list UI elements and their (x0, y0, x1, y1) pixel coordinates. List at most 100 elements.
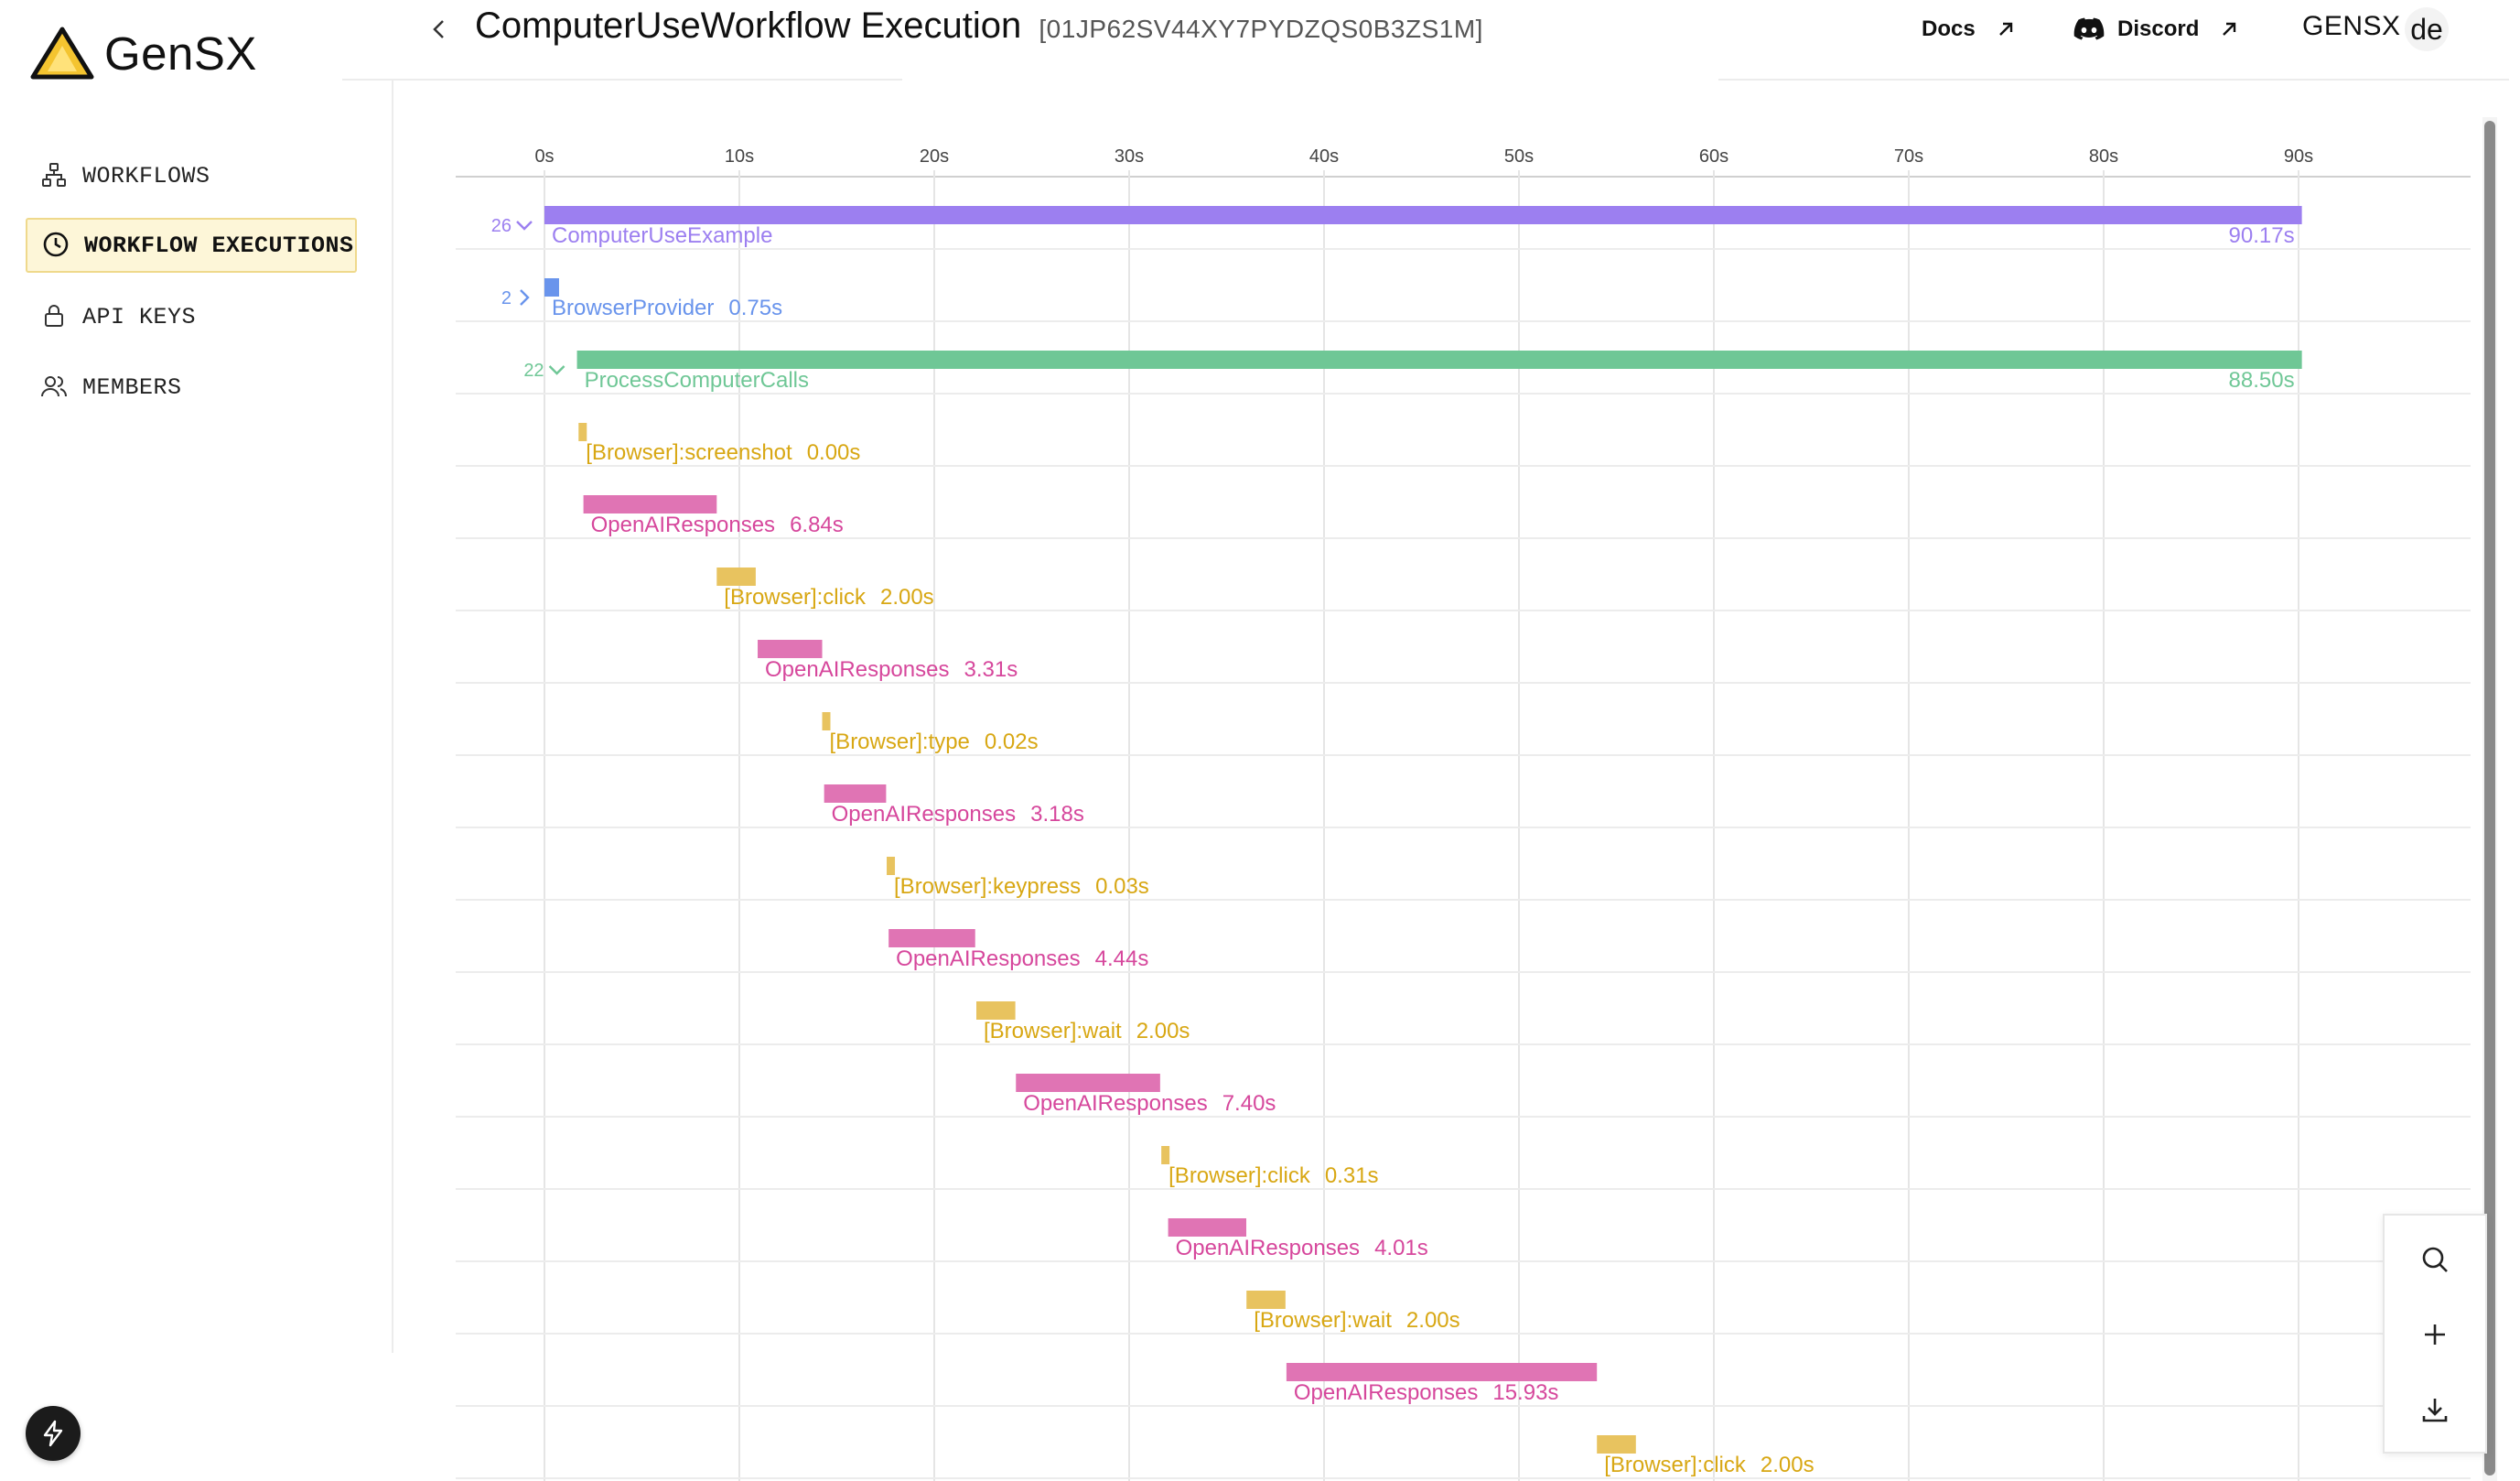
sidebar-item-label: MEMBERS (82, 373, 182, 401)
span-name: OpenAIResponses (591, 513, 775, 537)
span-duration: 0.31s (1325, 1163, 1379, 1188)
zoom-controls (2383, 1214, 2487, 1454)
span-bar[interactable] (824, 784, 887, 803)
span-name: BrowserProvider (552, 296, 714, 320)
page-title: ComputerUseWorkflow Execution [01JP62SV4… (475, 5, 1483, 47)
execution-id: [01JP62SV44XY7PYDZQS0B3ZS1M] (1039, 15, 1483, 43)
span-duration: 6.84s (790, 513, 844, 537)
app-logo[interactable]: GenSX (29, 24, 257, 82)
avatar[interactable]: de (2405, 7, 2449, 51)
span-duration: 88.50s (2229, 368, 2295, 393)
span-name: OpenAIResponses (832, 802, 1016, 827)
docs-link[interactable]: Docs (1922, 13, 2016, 46)
chevron-down-icon[interactable] (516, 221, 533, 231)
discord-link[interactable]: Discord (2073, 13, 2239, 46)
span-duration: 4.01s (1374, 1236, 1428, 1260)
span-bar[interactable] (888, 929, 975, 947)
sidebar-item-members[interactable]: MEMBERS (26, 360, 357, 415)
span-duration: 0.00s (807, 440, 861, 465)
plus-icon (2425, 1324, 2445, 1345)
x-tick-label: 90s (2284, 146, 2313, 167)
span-duration: 2.00s (1406, 1308, 1460, 1333)
span-bar[interactable] (1161, 1146, 1170, 1164)
span-duration: 2.00s (1136, 1019, 1190, 1043)
search-icon (2422, 1247, 2448, 1272)
org-name[interactable]: GENSX (2302, 11, 2401, 41)
x-tick-label: 30s (1115, 146, 1144, 167)
header-divider (1718, 79, 2509, 81)
page-title-text: ComputerUseWorkflow Execution (475, 5, 1022, 46)
span-duration: 90.17s (2229, 223, 2295, 248)
span-bar[interactable] (544, 278, 559, 297)
x-tick-label: 0s (534, 146, 554, 167)
span-bar[interactable] (1286, 1363, 1598, 1381)
span-bar[interactable] (1016, 1074, 1160, 1092)
chevron-down-icon[interactable] (548, 365, 565, 375)
child-count: 26 (491, 216, 512, 236)
sidebar-item-label: API KEYS (82, 303, 197, 330)
zoom-search-button[interactable] (2385, 1223, 2485, 1296)
header-divider (342, 79, 902, 81)
span-bar[interactable] (887, 857, 896, 875)
span-name: [Browser]:type (830, 730, 970, 754)
x-tick-label: 80s (2089, 146, 2118, 167)
span-duration: 0.03s (1095, 874, 1149, 899)
span-duration: 3.31s (964, 657, 1018, 682)
zoom-in-button[interactable] (2385, 1298, 2485, 1371)
sidebar: GenSX WORKFLOWS WORKFLOW EXECUTIONS (0, 0, 393, 1481)
span-bar[interactable] (544, 206, 2302, 224)
span-name: ProcessComputerCalls (585, 368, 809, 393)
span-bar[interactable] (583, 495, 717, 513)
span-bar[interactable] (578, 423, 587, 441)
chevron-right-icon[interactable] (520, 289, 530, 306)
back-button[interactable] (423, 11, 456, 48)
span-name: [Browser]:click (1168, 1163, 1311, 1188)
chevron-left-icon (433, 20, 444, 38)
scrollbar-thumb[interactable] (2484, 121, 2495, 1476)
span-name: OpenAIResponses (1294, 1380, 1478, 1405)
x-tick-label: 60s (1699, 146, 1728, 167)
span-name: OpenAIResponses (896, 946, 1080, 971)
span-bar[interactable] (976, 1001, 1016, 1020)
span-name: OpenAIResponses (1023, 1091, 1207, 1116)
sidebar-item-label: WORKFLOWS (82, 162, 210, 189)
span-duration: 3.18s (1030, 802, 1084, 827)
span-bar[interactable] (1597, 1435, 1636, 1454)
workflow-icon (40, 161, 70, 190)
gensx-logo-icon (30, 27, 94, 80)
span-name: OpenAIResponses (1176, 1236, 1360, 1260)
span-name: [Browser]:wait (984, 1019, 1122, 1043)
span-name: [Browser]:click (724, 585, 867, 610)
child-count: 2 (501, 288, 512, 308)
span-name: [Browser]:keypress (894, 874, 1081, 899)
x-tick-label: 50s (1504, 146, 1534, 167)
span-duration: 0.75s (728, 296, 782, 320)
span-duration: 4.44s (1095, 946, 1149, 971)
download-icon (2422, 1399, 2448, 1422)
span-name: OpenAIResponses (765, 657, 949, 682)
span-duration: 7.40s (1222, 1091, 1276, 1116)
sidebar-item-label: WORKFLOW EXECUTIONS (84, 232, 354, 259)
span-bar[interactable] (1246, 1291, 1286, 1309)
x-tick-label: 40s (1309, 146, 1339, 167)
clock-icon (42, 231, 71, 260)
span-bar[interactable] (822, 712, 831, 730)
span-bar[interactable] (758, 640, 823, 658)
x-tick-label: 70s (1894, 146, 1923, 167)
span-bar[interactable] (1168, 1218, 1247, 1237)
sidebar-item-workflows[interactable]: WORKFLOWS (26, 148, 357, 203)
span-bar[interactable] (716, 568, 756, 586)
bolt-button[interactable] (26, 1406, 81, 1461)
span-name: ComputerUseExample (552, 223, 772, 248)
span-name: [Browser]:screenshot (586, 440, 792, 465)
x-tick-label: 20s (920, 146, 949, 167)
sidebar-item-api-keys[interactable]: API KEYS (26, 289, 357, 344)
span-bar[interactable] (576, 351, 2302, 369)
app-name: GenSX (104, 27, 257, 80)
download-button[interactable] (2385, 1373, 2485, 1446)
discord-label: Discord (2117, 16, 2200, 41)
sidebar-divider (392, 81, 393, 1353)
sidebar-item-workflow-executions[interactable]: WORKFLOW EXECUTIONS (26, 218, 357, 273)
